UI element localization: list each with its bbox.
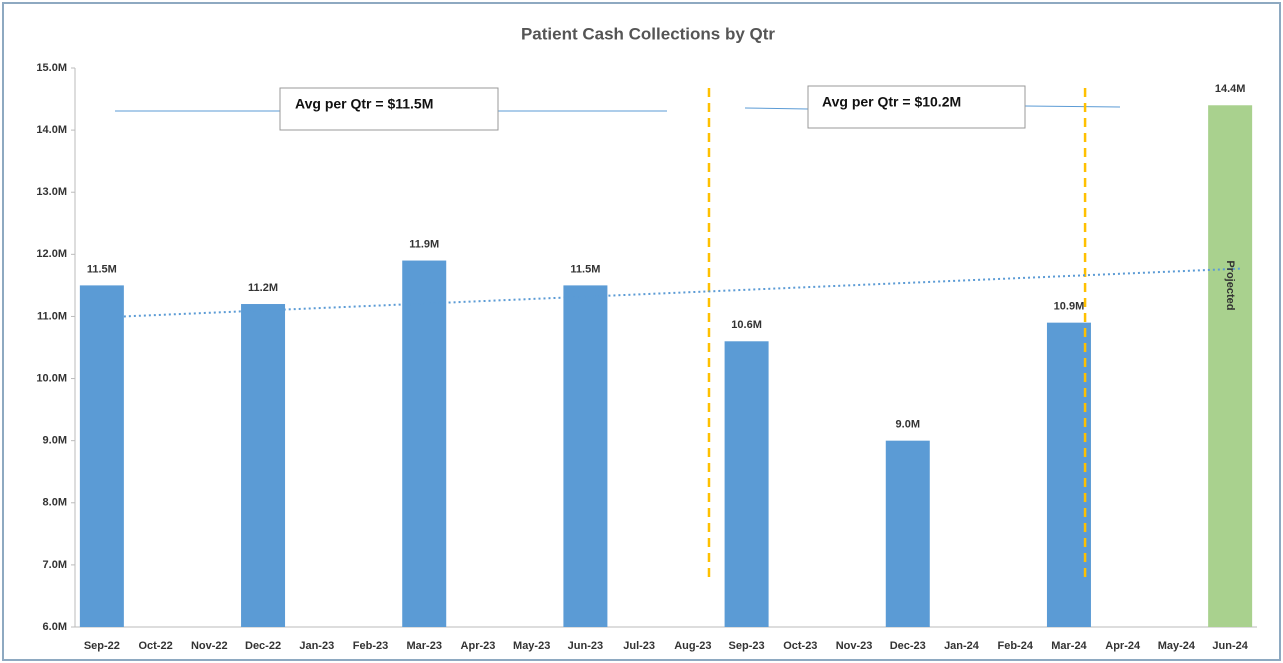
x-tick-label: Jan-23 bbox=[299, 640, 334, 652]
x-tick-label: Jan-24 bbox=[944, 640, 980, 652]
bar bbox=[241, 304, 286, 627]
x-tick-label: Dec-23 bbox=[890, 640, 926, 652]
x-tick-label: May-23 bbox=[513, 640, 550, 652]
x-tick-label: Jul-23 bbox=[623, 640, 655, 652]
x-tick-label: Apr-23 bbox=[461, 640, 496, 652]
annotation: Avg per Qtr = $10.2M bbox=[822, 94, 961, 110]
bar bbox=[724, 341, 769, 627]
y-tick-label: 9.0M bbox=[43, 435, 67, 447]
y-tick-label: 15.0M bbox=[36, 62, 67, 74]
bar bbox=[563, 285, 608, 627]
x-tick-label: Sep-22 bbox=[84, 640, 120, 652]
data-label: 11.5M bbox=[87, 263, 117, 275]
y-tick-label: 10.0M bbox=[36, 372, 67, 384]
avg-line bbox=[1024, 105, 1121, 108]
bar bbox=[402, 260, 447, 627]
bar bbox=[79, 285, 124, 627]
annotation: Projected bbox=[1224, 260, 1236, 310]
annotation: Avg per Qtr = $11.5M bbox=[295, 96, 433, 112]
y-tick-label: 8.0M bbox=[43, 497, 67, 509]
x-tick-label: Jun-24 bbox=[1212, 640, 1248, 652]
annotation-box bbox=[279, 87, 499, 131]
data-label: 10.6M bbox=[731, 319, 762, 331]
avg-annotation: Avg per Qtr = $11.5M Avg per Qtr = $10.2… bbox=[115, 85, 1121, 131]
x-tick-label: Feb-23 bbox=[353, 640, 388, 652]
x-tick-label: Nov-23 bbox=[836, 640, 873, 652]
y-tick-label: 14.0M bbox=[36, 124, 67, 136]
y-tick-label: 7.0M bbox=[43, 559, 67, 571]
data-label: 11.2M bbox=[248, 282, 278, 294]
y-tick-label: 6.0M bbox=[43, 621, 67, 633]
trendline bbox=[123, 267, 1241, 318]
x-tick-label: Mar-23 bbox=[406, 640, 441, 652]
y-tick-label: 12.0M bbox=[36, 248, 67, 260]
data-label: 14.4M bbox=[1215, 83, 1246, 95]
bar bbox=[1208, 105, 1253, 628]
x-tick-label: Nov-22 bbox=[191, 640, 228, 652]
x-tick-label: Sep-23 bbox=[729, 640, 765, 652]
data-label: 11.9M bbox=[409, 238, 439, 250]
y-tick-label: 13.0M bbox=[36, 186, 67, 198]
x-tick-label: Jun-23 bbox=[568, 640, 603, 652]
x-tick-label: Mar-24 bbox=[1051, 640, 1087, 652]
x-tick-label: Apr-24 bbox=[1105, 640, 1141, 652]
bar bbox=[885, 440, 930, 627]
chart-title: Patient Cash Collections by Qtr bbox=[521, 24, 775, 43]
x-tick-label: Dec-22 bbox=[245, 640, 281, 652]
bar bbox=[1046, 322, 1091, 627]
x-tick-label: Aug-23 bbox=[674, 640, 711, 652]
data-label: 11.5M bbox=[570, 263, 600, 275]
data-label: 9.0M bbox=[896, 419, 920, 431]
y-tick-label: 11.0M bbox=[37, 310, 67, 322]
x-tick-label: Feb-24 bbox=[997, 640, 1033, 652]
x-tick-label: May-24 bbox=[1158, 640, 1196, 652]
avg-line bbox=[744, 107, 809, 110]
x-tick-label: Oct-22 bbox=[138, 640, 172, 652]
x-tick-label: Oct-23 bbox=[783, 640, 817, 652]
data-label: 10.9M bbox=[1054, 301, 1085, 313]
annotation-box bbox=[807, 85, 1026, 129]
